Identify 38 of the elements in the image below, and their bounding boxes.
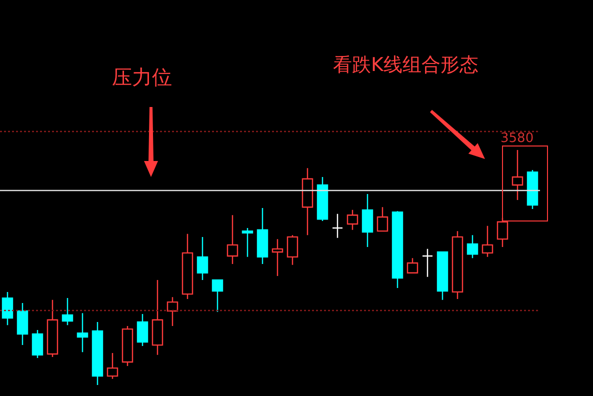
candlestick [46, 299, 58, 358]
candlestick [62, 297, 74, 326]
candlestick [212, 279, 224, 313]
candlestick [76, 312, 88, 353]
candlestick [182, 233, 194, 300]
candlestick [226, 214, 238, 265]
candlestick [436, 251, 448, 301]
candlestick [2, 291, 14, 326]
candlestick [242, 227, 254, 258]
annotation: 3580 [500, 131, 534, 146]
candlestick [376, 206, 388, 232]
candlestick [106, 352, 118, 380]
candlestick [332, 213, 344, 238]
text: 压力位 [112, 64, 172, 91]
candlestick [136, 313, 148, 347]
candlestick [32, 329, 44, 359]
candlestick [166, 296, 178, 327]
candlestick [92, 321, 104, 386]
candlestick [16, 302, 28, 346]
candlestick [512, 149, 524, 201]
candlestick [526, 169, 538, 210]
candlestick [302, 167, 314, 236]
candlestick [286, 234, 298, 266]
candlestick [256, 207, 268, 265]
candlestick [122, 325, 134, 367]
candlestick [392, 210, 404, 289]
candlestick [316, 176, 328, 222]
candlestick [196, 236, 208, 281]
candlestick [466, 234, 478, 259]
candlestick [346, 209, 358, 230]
candlestick [422, 248, 434, 278]
text: 看跌K线组合形态 [333, 53, 478, 78]
candlestick [362, 193, 374, 248]
candlestick [152, 279, 164, 356]
candlestick [482, 225, 494, 258]
candlestick [272, 238, 284, 277]
candlestick [452, 230, 464, 300]
candlestick [406, 258, 418, 274]
